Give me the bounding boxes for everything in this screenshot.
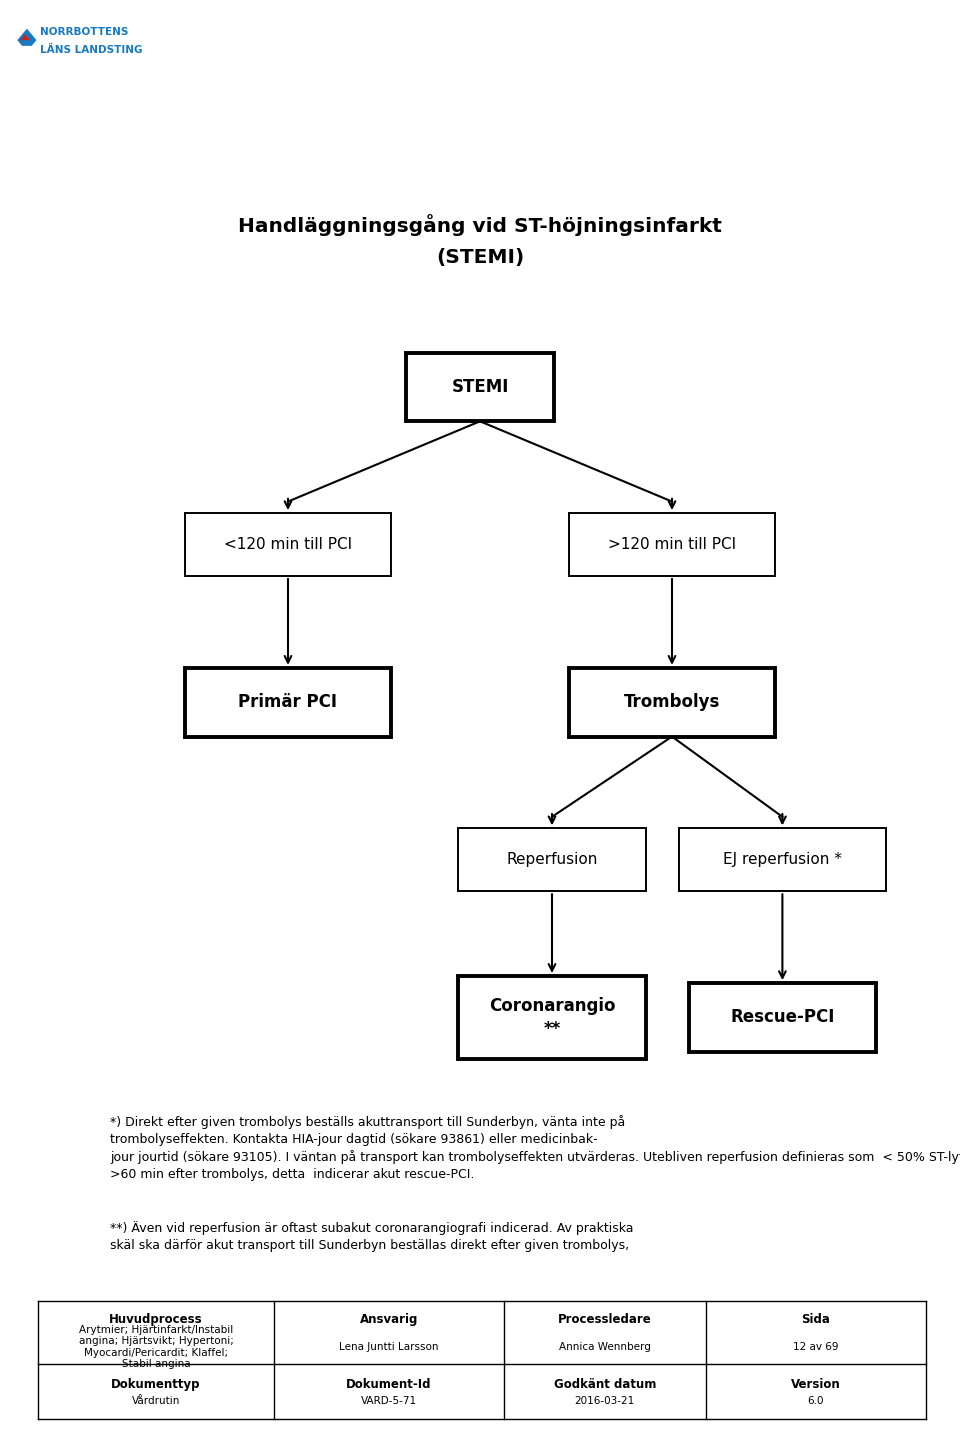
Text: Annica Wennberg: Annica Wennberg [559, 1343, 651, 1351]
Text: Version: Version [791, 1377, 841, 1391]
Text: Rescue-PCI: Rescue-PCI [731, 1009, 834, 1026]
Text: Processledare: Processledare [558, 1313, 652, 1327]
Text: 6.0: 6.0 [807, 1397, 825, 1406]
Text: (STEMI): (STEMI) [436, 248, 524, 268]
Bar [184, 513, 392, 576]
Text: Handläggningsgång vid ST-höjningsinfarkt: Handläggningsgång vid ST-höjningsinfarkt [238, 214, 722, 236]
Bar [568, 668, 775, 737]
Text: 2016-03-21: 2016-03-21 [575, 1397, 635, 1406]
Text: STEMI: STEMI [451, 378, 509, 396]
Text: VARD-5-71: VARD-5-71 [361, 1397, 417, 1406]
Text: Trombolys: Trombolys [624, 694, 720, 711]
Text: Vårdrutin: Vårdrutin [132, 1397, 180, 1406]
Text: Lena Juntti Larsson: Lena Juntti Larsson [339, 1343, 439, 1351]
Text: Coronarangio
**: Coronarangio ** [489, 997, 615, 1037]
Text: Reperfusion: Reperfusion [506, 853, 598, 867]
Text: Dokumenttyp: Dokumenttyp [111, 1377, 201, 1391]
Bar [568, 513, 775, 576]
Text: Dokument-Id: Dokument-Id [346, 1377, 432, 1391]
Bar [679, 828, 885, 891]
Bar [184, 668, 392, 737]
Bar [458, 828, 645, 891]
Polygon shape [17, 29, 36, 46]
Text: EJ reperfusion *: EJ reperfusion * [723, 853, 842, 867]
Text: NORRBOTTENS: NORRBOTTENS [40, 27, 129, 36]
Text: *) Direkt efter given trombolys beställs akuttransport till Sunderbyn, vänta int: *) Direkt efter given trombolys beställs… [110, 1115, 960, 1181]
Text: Huvudprocess: Huvudprocess [109, 1313, 203, 1327]
Text: Primär PCI: Primär PCI [238, 694, 338, 711]
Polygon shape [20, 34, 30, 40]
Text: **) Även vid reperfusion är oftast subakut coronarangiografi indicerad. Av prakt: **) Även vid reperfusion är oftast subak… [110, 1221, 634, 1252]
Bar [688, 983, 876, 1052]
Bar [458, 976, 645, 1059]
Text: Ansvarig: Ansvarig [360, 1313, 418, 1327]
Text: Godkänt datum: Godkänt datum [554, 1377, 656, 1391]
Text: LÄNS LANDSTING: LÄNS LANDSTING [40, 44, 143, 56]
Text: 12 av 69: 12 av 69 [793, 1343, 839, 1351]
Text: Arytmier; Hjärtinfarkt/Instabil
angina; Hjärtsvikt; Hypertoni;
Myocardi/Pericard: Arytmier; Hjärtinfarkt/Instabil angina; … [79, 1324, 233, 1370]
Bar [405, 353, 555, 421]
Text: >120 min till PCI: >120 min till PCI [608, 537, 736, 552]
Text: <120 min till PCI: <120 min till PCI [224, 537, 352, 552]
Text: Sida: Sida [802, 1313, 830, 1327]
